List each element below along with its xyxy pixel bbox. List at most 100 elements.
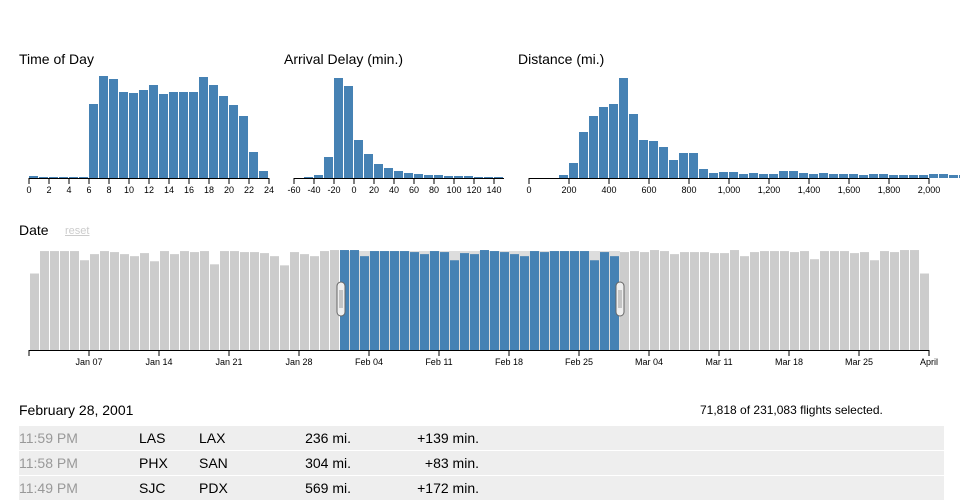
distance-bar [579, 132, 588, 178]
date-bar [540, 252, 549, 350]
date-bar [580, 251, 589, 350]
chart-title-arrival-delay: Arrival Delay (min.) [284, 51, 404, 67]
time-of-day-bar [49, 177, 58, 178]
distance-bar [769, 174, 778, 178]
date-bar [570, 251, 579, 350]
distance-tick-label: 2,000 [918, 185, 941, 195]
date-tick-label: Jan 21 [215, 357, 242, 367]
time-of-day-bar [169, 92, 178, 178]
time-of-day-tick-label: 22 [244, 185, 254, 195]
distance-tick-label: 200 [561, 185, 576, 195]
distance-tick-label: 600 [641, 185, 656, 195]
date-bar [720, 253, 729, 350]
date-tick-label: Mar 18 [775, 357, 803, 367]
distance-bar [749, 173, 758, 178]
chart-title-distance: Distance (mi.) [518, 51, 605, 67]
date-bar [170, 254, 179, 350]
flight-row: 11:59 PM LAS LAX 236 mi. +139 min. [19, 426, 944, 450]
time-of-day-bar [109, 79, 118, 178]
charts-canvas[interactable]: 0 2 4 6 8 10 12 14 16 18 20 22 24 -60 -40 -20 0 20 40 60 80 1… [0, 0, 960, 400]
date-bar [240, 252, 249, 350]
date-tick-label: Jan 14 [145, 357, 172, 367]
arrival-delay-tick-label: 0 [351, 185, 356, 195]
date-bar [650, 250, 659, 350]
date-bar [430, 251, 439, 350]
time-of-day-tick-label: 18 [204, 185, 214, 195]
time-of-day-bar [59, 177, 68, 178]
time-of-day-bar [219, 96, 228, 178]
date-bar [200, 251, 209, 350]
date-bar [370, 251, 379, 350]
brush-handle-right[interactable] [615, 281, 625, 317]
arrival-delay-tick-label: 140 [486, 185, 501, 195]
date-bar [900, 250, 909, 350]
flight-count: 71,818 of 231,083 flights selected. [700, 403, 883, 417]
distance-bar [689, 153, 698, 178]
date-bar [110, 252, 119, 350]
flight-distance: 236 mi. [305, 430, 351, 446]
time-of-day-bar [189, 92, 198, 178]
reset-link[interactable]: reset [65, 225, 90, 237]
time-of-day-tick-label: 16 [184, 185, 194, 195]
date-bar [410, 252, 419, 350]
date-bar [740, 256, 749, 350]
distance-bar [699, 169, 708, 178]
arrival-delay-bar [484, 177, 493, 178]
distance-bar [949, 175, 958, 178]
date-bar [30, 273, 39, 350]
date-tick-label: Mar 25 [845, 357, 873, 367]
arrival-delay-bar [334, 78, 343, 178]
distance-bar [729, 172, 738, 178]
flight-row: 11:49 PM SJC PDX 569 mi. +172 min. [19, 476, 944, 500]
time-of-day-bar [149, 85, 158, 178]
date-bar [520, 256, 529, 350]
flight-distance: 569 mi. [305, 480, 351, 496]
arrival-delay-tick-label: 120 [466, 185, 481, 195]
date-bar [350, 250, 359, 350]
date-heading: February 28, 2001 [19, 402, 134, 418]
arrival-delay-bar [494, 177, 503, 178]
distance-bar [569, 163, 578, 178]
date-bar [550, 251, 559, 350]
date-bar [180, 251, 189, 350]
date-bar [810, 259, 819, 350]
distance-bar [619, 78, 628, 178]
date-bar [160, 251, 169, 350]
date-bar [460, 253, 469, 350]
date-bar [60, 251, 69, 350]
date-tick-label: Feb 18 [495, 357, 523, 367]
date-bar [890, 252, 899, 350]
distance-tick-label: 400 [601, 185, 616, 195]
flight-time: 11:49 PM [19, 480, 78, 496]
date-bar [140, 253, 149, 350]
date-bar [910, 250, 919, 350]
chart-title-date: Date [19, 222, 49, 238]
total-count: 231,083 [753, 403, 797, 417]
date-bar [100, 251, 109, 350]
date-bar [920, 273, 929, 350]
date-bar [510, 254, 519, 350]
date-tick-label: Jan 07 [75, 357, 102, 367]
brush-handle-left[interactable] [336, 281, 346, 317]
flight-delay: +139 min. [417, 430, 479, 446]
distance-bar [879, 174, 888, 178]
time-of-day-bar [239, 116, 248, 178]
date-bar [260, 253, 269, 350]
date-bar [600, 252, 609, 350]
distance-bar [849, 174, 858, 178]
time-of-day-bar [199, 77, 208, 178]
distance-bar [559, 175, 568, 178]
distance-bar [869, 174, 878, 178]
date-bar [90, 254, 99, 350]
flight-destination: LAX [199, 430, 226, 446]
date-bar [530, 251, 539, 350]
time-of-day-bar [99, 76, 108, 178]
distance-tick-label: 0 [526, 185, 531, 195]
date-tick-label: Feb 04 [355, 357, 383, 367]
date-tick-label: Mar 11 [705, 357, 732, 367]
distance-tick-label: 800 [681, 185, 696, 195]
selected-count: 71,818 [700, 403, 737, 417]
flight-delay: +83 min. [424, 455, 479, 471]
date-bar [670, 254, 679, 350]
distance-bar [939, 174, 948, 178]
